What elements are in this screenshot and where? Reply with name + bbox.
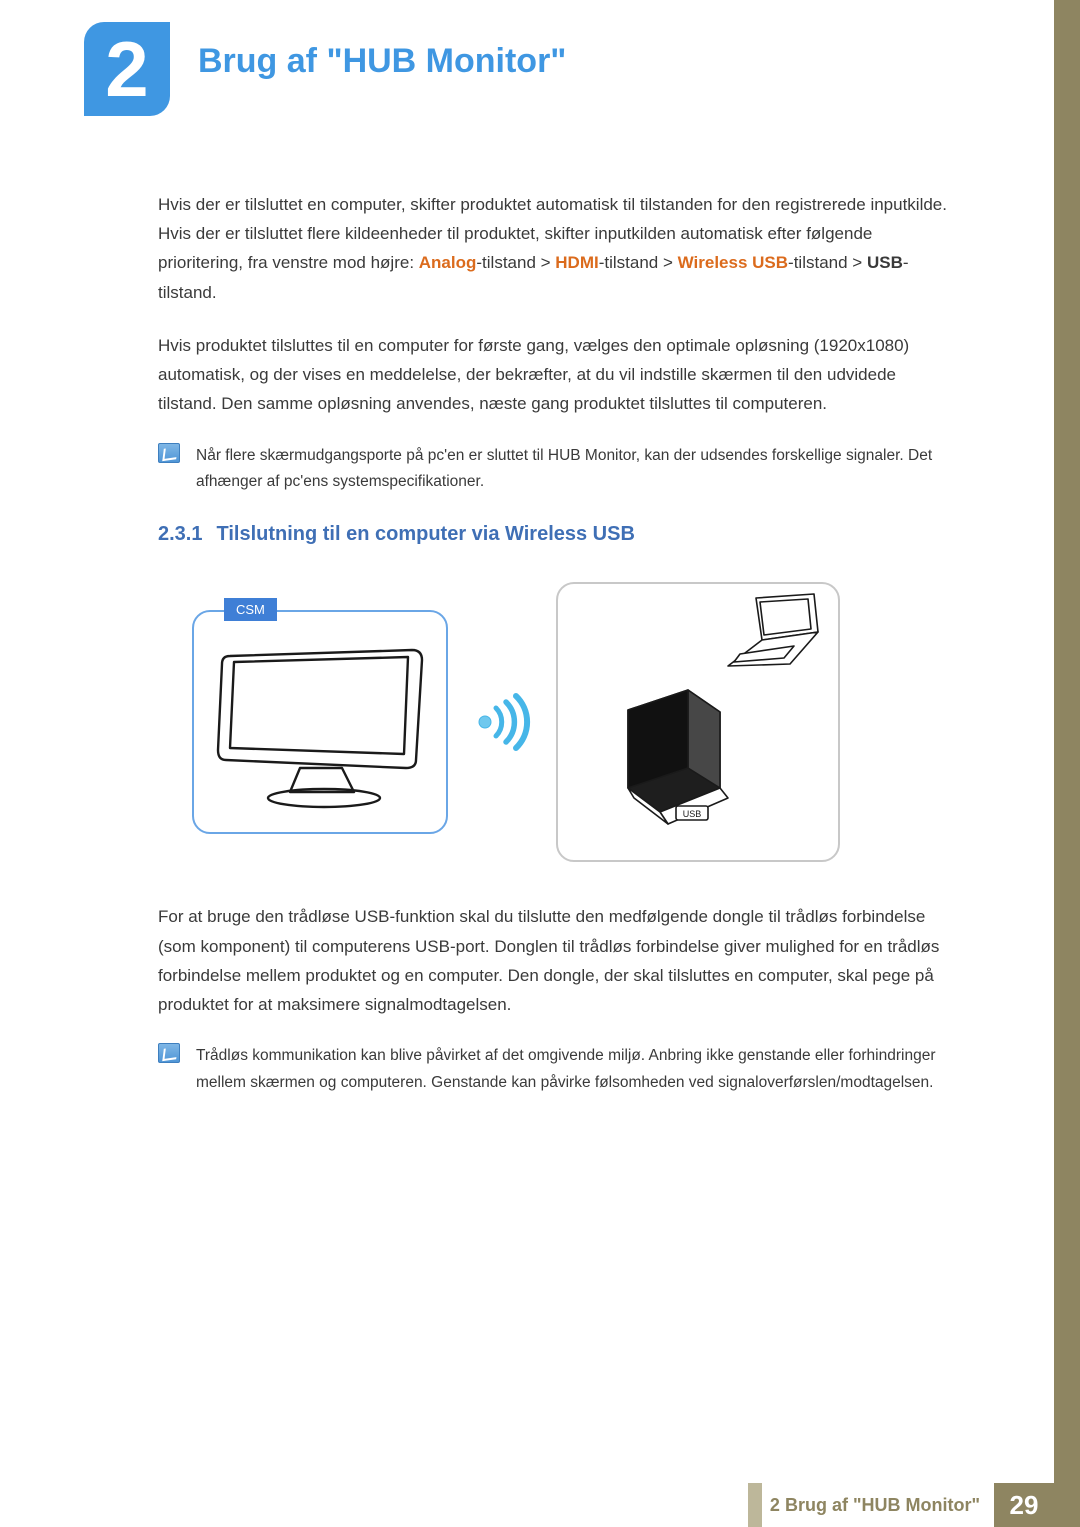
note-text: Trådløs kommunikation kan blive påvirket… (196, 1043, 948, 1096)
footer-page-number: 29 (994, 1483, 1054, 1527)
section-number: 2.3.1 (158, 523, 202, 545)
footer-end-block (1054, 1483, 1080, 1527)
note-wireless: Trådløs kommunikation kan blive påvirket… (158, 1043, 948, 1096)
t2: -tilstand > (599, 253, 678, 272)
footer-chapter-title: Brug af "HUB Monitor" (785, 1495, 980, 1516)
content-area: Hvis der er tilsluttet en computer, skif… (158, 190, 948, 1124)
laptop-icon (718, 592, 828, 676)
csm-tag: CSM (224, 598, 277, 621)
page: 2 Brug af "HUB Monitor" Hvis der er tils… (0, 0, 1080, 1527)
mode-analog: Analog (419, 253, 477, 272)
t1: -tilstand > (476, 253, 555, 272)
mode-usb: USB (867, 253, 903, 272)
footer-accent-bar (748, 1483, 762, 1527)
mode-wireless-usb: Wireless USB (678, 253, 788, 272)
panel-monitor: CSM (192, 610, 448, 834)
section-heading: 2.3.1 Tilslutning til en computer via Wir… (158, 523, 948, 546)
chapter-tab: 2 (84, 22, 170, 116)
footer: 2 Brug af "HUB Monitor" 29 (0, 1483, 1080, 1527)
dongle-icon: USB (598, 672, 738, 832)
note-text: Når flere skærmudgangsporte på pc'en er … (196, 443, 948, 496)
chapter-number: 2 (105, 30, 148, 108)
footer-title: 2 Brug af "HUB Monitor" (762, 1483, 994, 1527)
monitor-icon (212, 642, 432, 812)
note-ports: Når flere skærmudgangsporte på pc'en er … (158, 443, 948, 496)
note-icon (158, 443, 180, 463)
wireless-icon (472, 692, 532, 752)
panel-device: USB (556, 582, 840, 862)
footer-chapter-num: 2 (770, 1495, 780, 1516)
usb-label: USB (683, 809, 702, 819)
paragraph-dongle: For at bruge den trådløse USB-funktion s… (158, 902, 948, 1019)
side-stripe (1054, 0, 1080, 1527)
footer-spacer (0, 1483, 748, 1527)
mode-hdmi: HDMI (555, 253, 598, 272)
section-title: Tilslutning til en computer via Wireless… (216, 523, 634, 545)
diagram-row: CSM (192, 582, 948, 862)
note-icon (158, 1043, 180, 1063)
t3: -tilstand > (788, 253, 867, 272)
chapter-title: Brug af "HUB Monitor" (198, 42, 566, 81)
paragraph-priority: Hvis der er tilsluttet en computer, skif… (158, 190, 948, 307)
paragraph-resolution: Hvis produktet tilsluttes til en compute… (158, 331, 948, 419)
